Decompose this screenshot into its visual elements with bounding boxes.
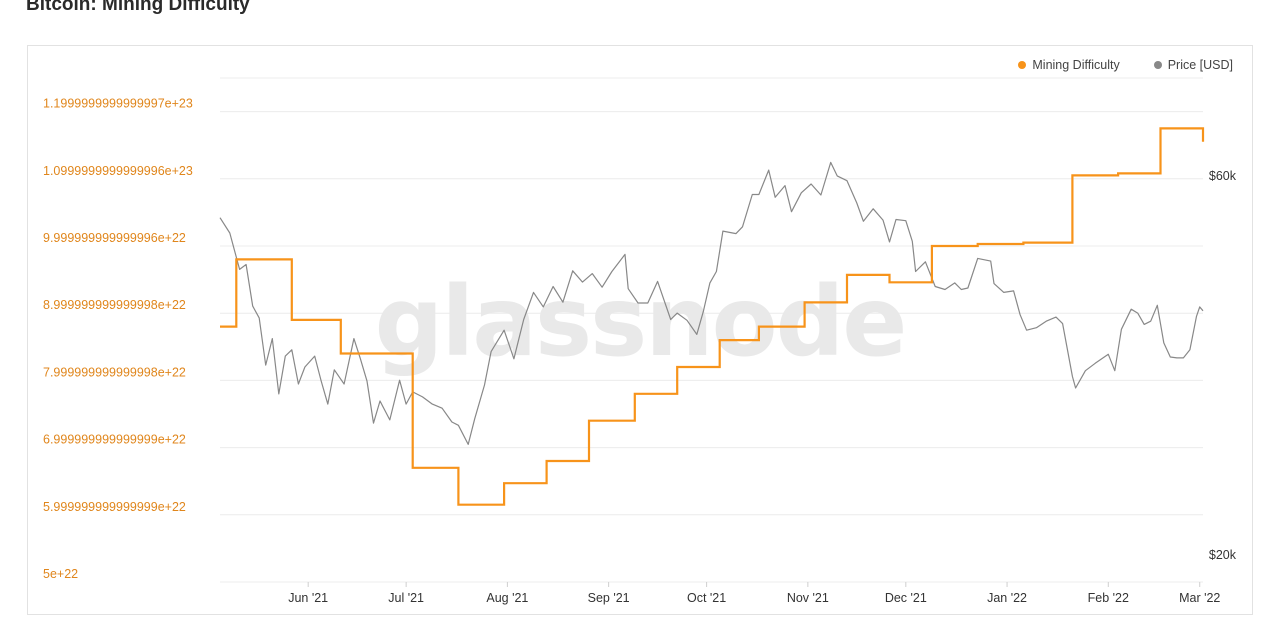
left-tick-label: 6.999999999999999e+22 [43, 433, 186, 447]
legend-label: Price [USD] [1167, 58, 1233, 72]
left-tick-label: 1.0999999999999996e+23 [43, 164, 193, 178]
left-tick-label: 7.999999999999998e+22 [43, 365, 186, 379]
legend-label: Mining Difficulty [1032, 58, 1120, 72]
left-tick-label: 5.999999999999999e+22 [43, 500, 186, 514]
mining-difficulty-series-line [220, 127, 1205, 506]
legend-item-price[interactable]: Price [USD] [1153, 58, 1233, 72]
x-tick-label: Feb '22 [1088, 591, 1129, 605]
left-tick-label: 8.999999999999998e+22 [43, 298, 186, 312]
left-tick-label: 1.1999999999999997e+23 [43, 97, 193, 111]
left-tick-label: 9.999999999999996e+22 [43, 231, 186, 245]
chart-legend: Mining Difficulty Price [USD] [1018, 58, 1233, 72]
legend-dot-icon [1018, 61, 1027, 69]
x-tick-label: Jun '21 [288, 591, 328, 605]
glassnode-watermark: glassnode [375, 266, 906, 378]
x-tick-label: Jul '21 [388, 591, 424, 605]
right-tick-label: $60k [1209, 169, 1237, 183]
grid-lines [220, 77, 1203, 583]
chart-panel [27, 45, 1253, 615]
legend-dot-icon [1153, 61, 1162, 69]
x-tick-label: Jan '22 [987, 591, 1027, 605]
x-tick-label: Sep '21 [588, 591, 630, 605]
legend-item-mining-difficulty[interactable]: Mining Difficulty [1018, 58, 1120, 72]
x-tick-label: Aug '21 [486, 591, 528, 605]
x-tick-label: Nov '21 [787, 591, 829, 605]
x-tick-label: Dec '21 [885, 591, 927, 605]
price-series-line [219, 161, 1204, 445]
right-axis-ticks: $20k $60k [1209, 169, 1237, 562]
right-tick-label: $20k [1209, 548, 1237, 562]
x-tick-label: Mar '22 [1179, 591, 1220, 605]
x-axis-ticks: Jun '21 Jul '21 Aug '21 Sep '21 Oct '21 Nov '… [288, 582, 1220, 605]
left-tick-label: 5e+22 [43, 567, 78, 581]
left-axis-ticks: 5e+22 5.999999999999999e+22 6.999999999999… [43, 97, 193, 581]
series-layer [219, 127, 1205, 506]
page-title: Bitcoin: Mining Difficulty [26, 0, 250, 15]
x-tick-label: Oct '21 [687, 591, 726, 605]
